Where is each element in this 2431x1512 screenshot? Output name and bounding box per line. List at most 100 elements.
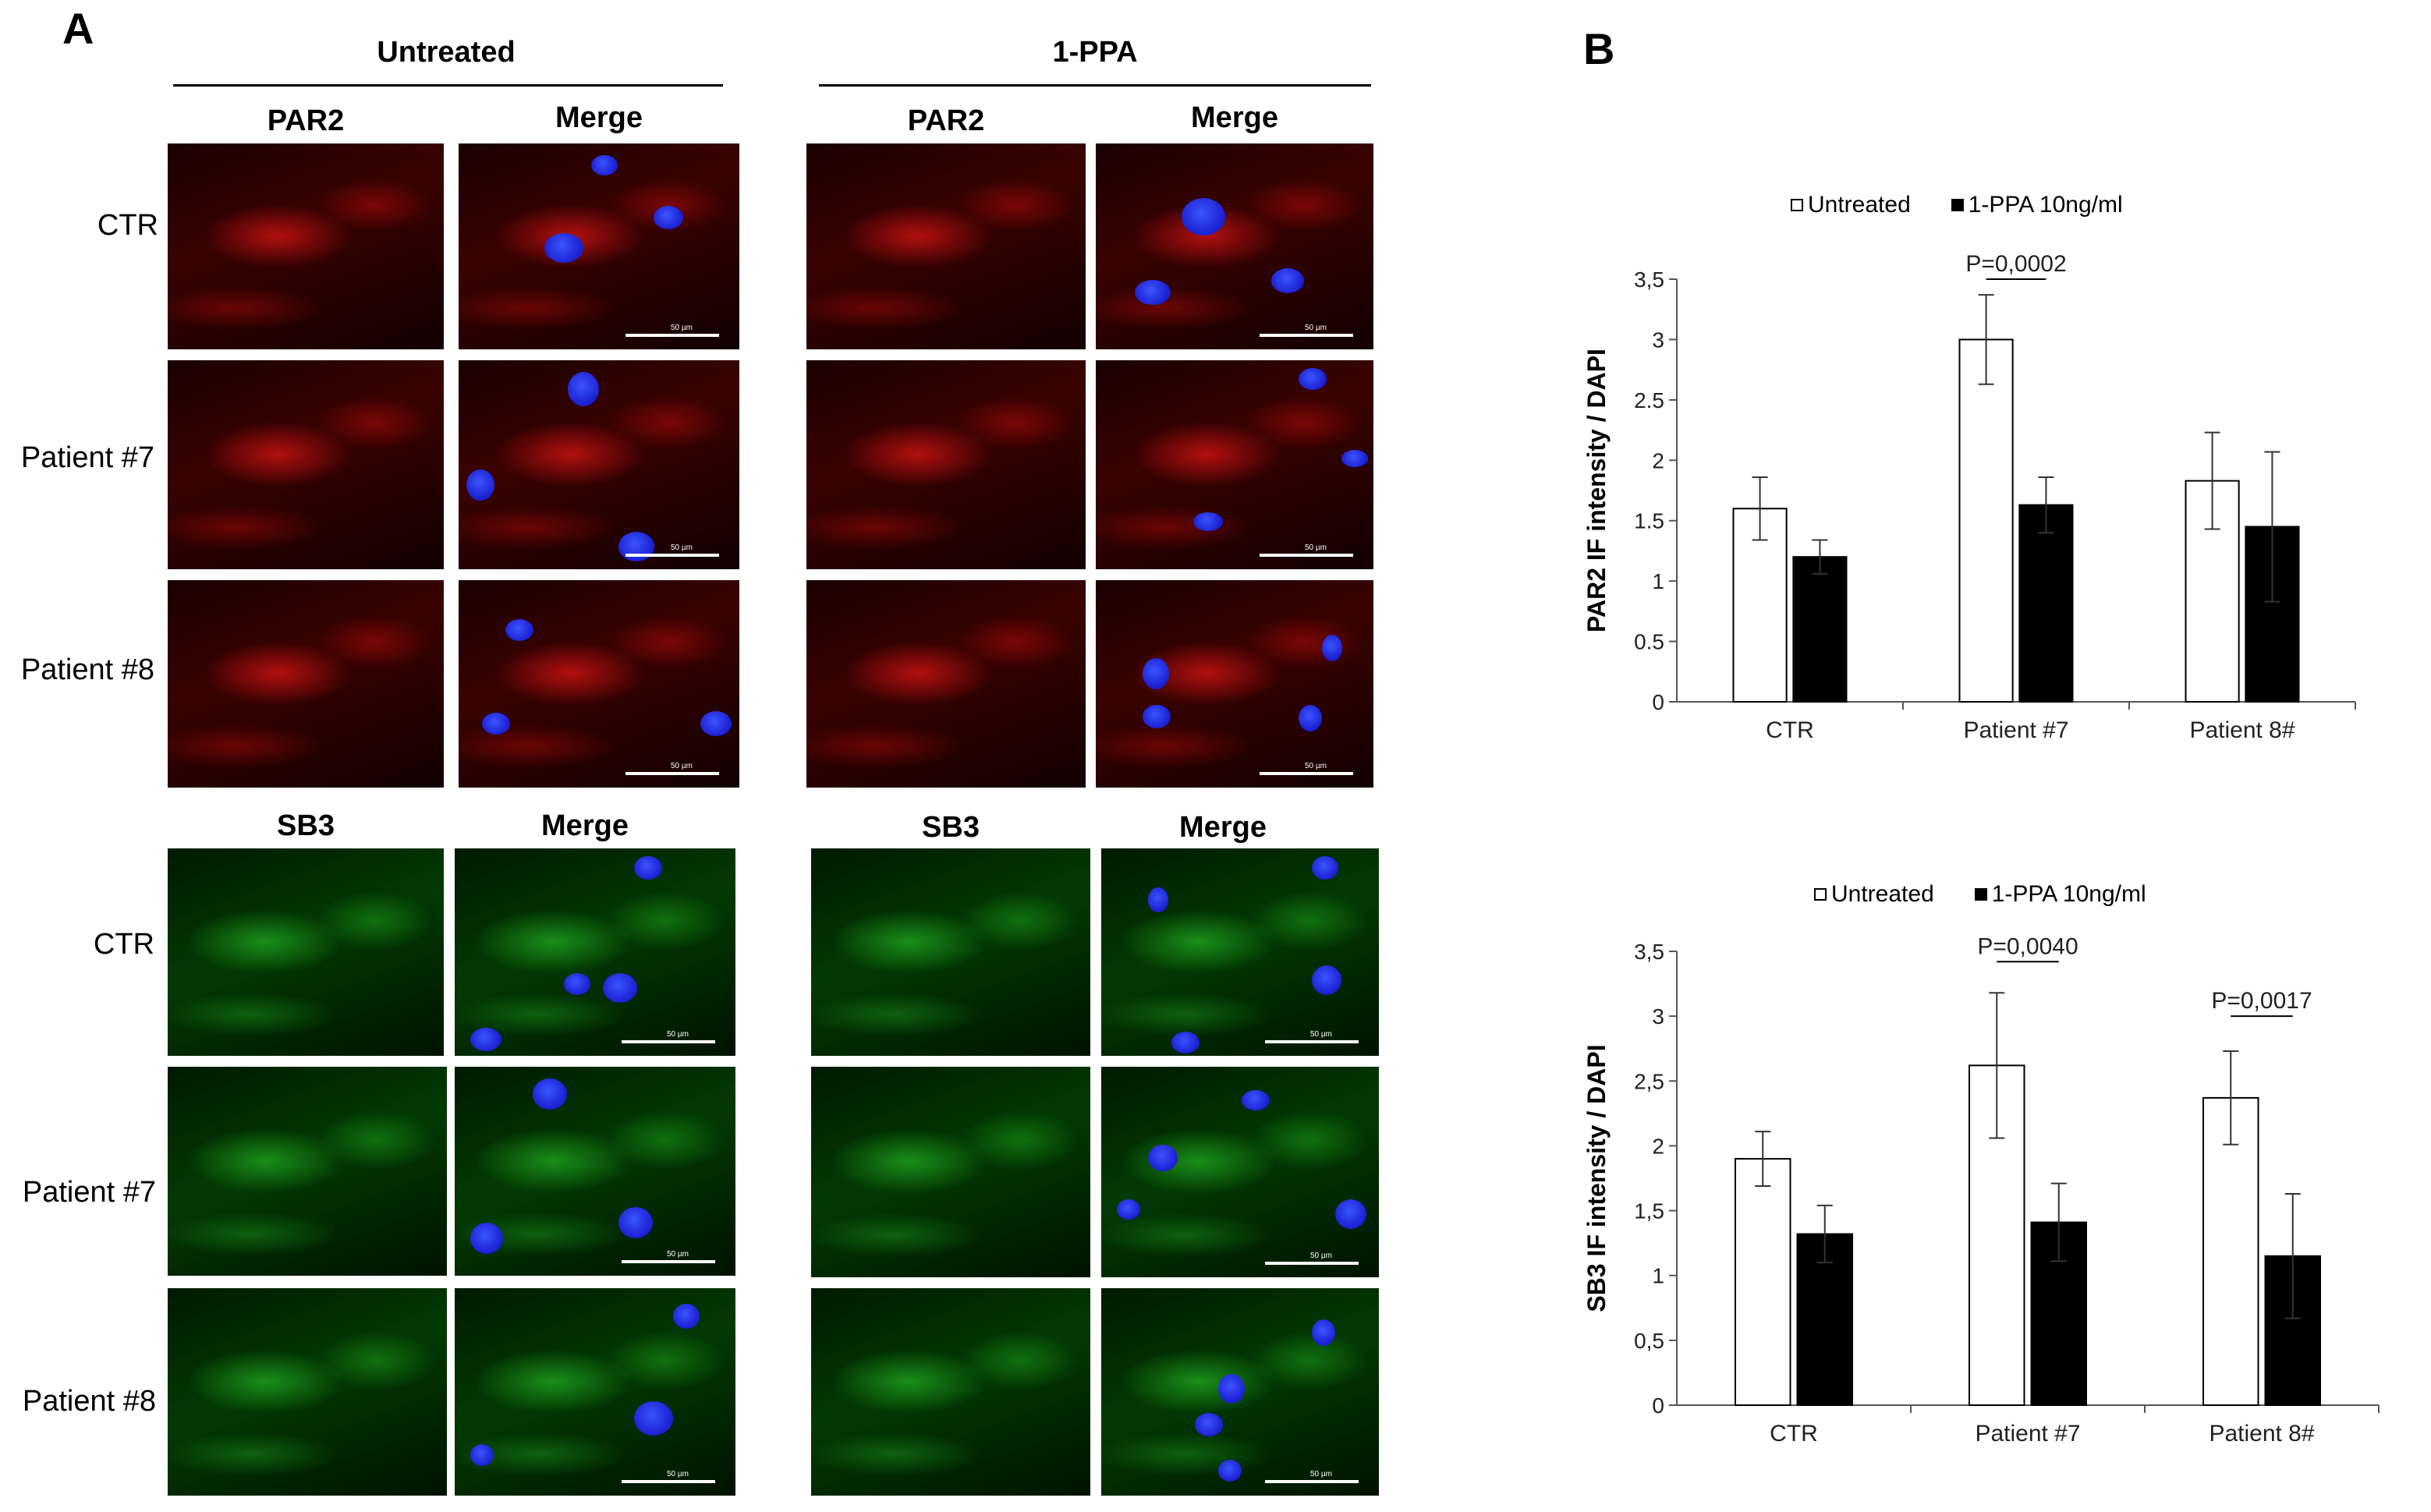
nucleus xyxy=(568,372,599,406)
x-tick-label: Patient #7 xyxy=(1975,1421,2080,1446)
nucleus xyxy=(470,1223,503,1254)
nucleus xyxy=(1312,856,1338,880)
scale-bar-text: 50 µm xyxy=(1305,544,1327,552)
x-tick-label: CTR xyxy=(1766,717,1814,743)
micrograph-sb3-1ppa-ctr xyxy=(811,848,1090,1056)
group-underline-untreated xyxy=(173,84,723,87)
col-header-merge2-untreated: Merge xyxy=(541,809,629,842)
nucleus xyxy=(591,155,618,175)
nucleus xyxy=(634,1401,673,1436)
legend-swatch-untreated xyxy=(1814,888,1827,901)
micrograph-merge-sb3-1ppa-ctr: 50 µm xyxy=(1101,848,1379,1056)
bar-untreated xyxy=(1735,1158,1791,1406)
nucleus xyxy=(482,713,510,735)
micrograph-par2-untreated-p8 xyxy=(168,580,444,788)
micrograph-merge-sb3-untreated-p7: 50 µm xyxy=(455,1067,735,1276)
p-value-annotation: P=0,0040 xyxy=(1977,933,2078,959)
scale-bar xyxy=(622,1260,715,1263)
col-header-merge-1ppa: Merge xyxy=(1191,101,1278,134)
nucleus xyxy=(1242,1090,1270,1110)
nucleus xyxy=(1143,658,1169,689)
scale-bar-text: 50 µm xyxy=(671,544,693,552)
legend-label-1ppa: 1-PPA 10ng/ml xyxy=(1968,192,2123,218)
col-header-merge2-1ppa: Merge xyxy=(1179,811,1267,844)
scale-bar-text: 50 µm xyxy=(1305,762,1327,770)
nucleus xyxy=(1299,368,1327,390)
panel-a-letter: A xyxy=(62,4,94,53)
bar-chart-par2: 0 0.5 1 1.5 2 2.5 3 3,5 PAR2 IF intensity / DAPI… xyxy=(1582,251,2356,743)
nucleus xyxy=(1148,887,1168,912)
legend-label-1ppa: 1-PPA 10ng/ml xyxy=(1991,881,2146,907)
col-header-par2-untreated: PAR2 xyxy=(267,104,345,137)
panel-b-letter: B xyxy=(1583,24,1615,73)
y-tick-label: 1,5 xyxy=(1634,1199,1664,1223)
micrograph-par2-untreated-ctr xyxy=(168,143,444,349)
scale-bar xyxy=(1260,772,1353,775)
bar-chart-sb3: 0 0,5 1 1,5 2 2,5 3 3,5 SB3 IF intensity / DAPI C… xyxy=(1582,933,2380,1446)
scale-bar xyxy=(625,554,719,557)
y-tick-label: 0.5 xyxy=(1634,630,1664,654)
col-header-sb3-1ppa: SB3 xyxy=(922,811,980,844)
row-label-ctr-top: CTR xyxy=(97,209,158,242)
nucleus xyxy=(470,1444,494,1466)
scale-bar-text: 50 µm xyxy=(1305,324,1327,332)
legend-swatch-1ppa xyxy=(1974,888,1987,901)
nucleus xyxy=(673,1304,700,1329)
scale-bar-text: 50 µm xyxy=(667,1250,689,1259)
p-value-annotation: P=0,0017 xyxy=(2211,988,2312,1014)
col-header-merge-untreated: Merge xyxy=(555,101,643,134)
micrograph-sb3-untreated-p8 xyxy=(168,1288,447,1496)
scale-bar-text: 50 µm xyxy=(1310,1252,1332,1260)
bar-untreated xyxy=(1732,508,1788,703)
scale-bar xyxy=(622,1480,715,1483)
micrograph-sb3-untreated-ctr xyxy=(168,848,444,1056)
micrograph-merge-sb3-untreated-ctr: 50 µm xyxy=(455,848,735,1056)
nucleus xyxy=(700,711,732,736)
row-label-ctr-bottom: CTR xyxy=(93,928,154,961)
nucleus xyxy=(466,469,494,501)
scale-bar xyxy=(1260,554,1353,557)
nucleus xyxy=(1312,965,1341,995)
scale-bar xyxy=(1265,1480,1359,1483)
nucleus xyxy=(603,973,637,1003)
scale-bar xyxy=(1265,1040,1359,1043)
nucleus xyxy=(505,619,533,641)
legend-chart2: Untreated 1-PPA 10ng/ml xyxy=(1814,881,2146,908)
x-tick-label: Patient 8# xyxy=(2209,1421,2314,1446)
col-header-par2-1ppa: PAR2 xyxy=(907,104,985,137)
x-tick-label: CTR xyxy=(1770,1421,1818,1446)
micrograph-merge-1ppa-ctr: 50 µm xyxy=(1096,143,1373,349)
scale-bar xyxy=(1265,1262,1359,1265)
micrograph-par2-1ppa-p7 xyxy=(806,360,1086,569)
nucleus xyxy=(1271,268,1304,293)
nucleus xyxy=(1171,1032,1200,1053)
micrograph-merge-sb3-1ppa-p7: 50 µm xyxy=(1101,1067,1379,1277)
scale-bar-text: 50 µm xyxy=(1310,1030,1332,1039)
nucleus xyxy=(1193,512,1223,531)
x-tick-label: Patient 8# xyxy=(2189,717,2295,743)
scale-bar-text: 50 µm xyxy=(667,1030,689,1039)
row-label-patient8-top: Patient #8 xyxy=(20,653,154,686)
nucleus xyxy=(1143,705,1171,728)
micrograph-merge-untreated-ctr: 50 µm xyxy=(459,143,739,349)
y-tick-label: 2.5 xyxy=(1634,388,1664,413)
legend-chart1: Untreated 1-PPA 10ng/ml xyxy=(1791,192,2123,218)
nucleus xyxy=(1182,198,1225,235)
nucleus xyxy=(1312,1319,1335,1346)
scale-bar-text: 50 µm xyxy=(1310,1470,1332,1478)
nucleus xyxy=(1218,1460,1242,1482)
scale-bar-text: 50 µm xyxy=(667,1470,689,1478)
nucleus xyxy=(1322,635,1342,661)
scale-bar xyxy=(1260,334,1353,337)
bar-untreated xyxy=(2202,1096,2259,1406)
y-tick-label: 3,5 xyxy=(1634,267,1664,292)
nucleus xyxy=(564,973,590,995)
y-tick-label: 2 xyxy=(1652,448,1664,473)
micrograph-merge-sb3-1ppa-p8: 50 µm xyxy=(1101,1288,1379,1496)
col-header-sb3-untreated: SB3 xyxy=(277,809,335,842)
x-tick-label: Patient #7 xyxy=(1963,717,2068,743)
y-tick-label: 2 xyxy=(1652,1134,1664,1158)
nucleus xyxy=(618,532,654,561)
micrograph-merge-1ppa-p8: 50 µm xyxy=(1096,580,1373,788)
y-tick-label: 1 xyxy=(1652,1264,1664,1288)
